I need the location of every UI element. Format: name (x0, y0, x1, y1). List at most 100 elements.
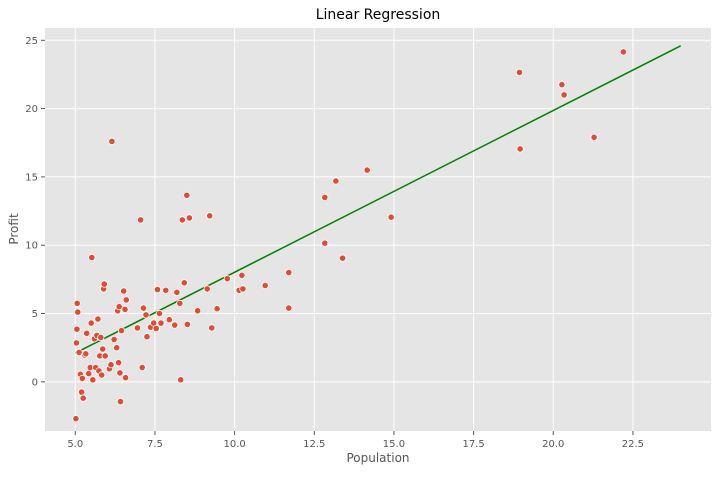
data-point (153, 285, 162, 294)
data-point (321, 193, 329, 201)
chart-title: Linear Regression (316, 7, 441, 23)
data-point (99, 345, 107, 353)
data-point (139, 304, 148, 312)
data-point (152, 324, 160, 333)
data-point (560, 91, 568, 99)
x-tick-label: 7.5 (147, 439, 163, 450)
data-point (75, 348, 83, 356)
data-point (194, 307, 202, 315)
data-point (515, 68, 524, 77)
data-point (100, 280, 108, 288)
y-tick-label: 25 (25, 36, 38, 47)
data-point (177, 376, 185, 384)
data-point (203, 285, 211, 293)
data-point (120, 287, 128, 295)
data-point (110, 335, 118, 344)
data-point (73, 325, 81, 333)
data-point (261, 281, 269, 290)
regression-line (74, 45, 682, 354)
data-point (238, 271, 246, 279)
y-tick-label: 10 (25, 241, 38, 252)
plot-area (45, 28, 711, 431)
data-point (619, 48, 628, 56)
data-point (206, 212, 214, 220)
data-point (239, 285, 247, 293)
data-point (516, 145, 524, 153)
data-point (176, 299, 184, 307)
data-point (72, 415, 80, 423)
data-point (115, 359, 123, 367)
data-point (142, 311, 150, 319)
data-point (73, 299, 81, 307)
data-point (171, 321, 179, 329)
data-point (321, 239, 329, 247)
data-point (183, 320, 191, 328)
data-point (332, 177, 340, 185)
data-point (285, 268, 293, 277)
x-tick-label: 5.0 (67, 439, 83, 450)
data-point (387, 213, 395, 221)
x-tick-label: 20.0 (542, 439, 564, 450)
data-point (115, 303, 123, 311)
scatter-points (72, 48, 628, 423)
data-point (558, 81, 566, 89)
x-tick-label: 22.5 (622, 439, 644, 450)
data-point (116, 397, 125, 406)
data-point (107, 361, 115, 369)
data-point (223, 275, 231, 283)
data-point (213, 305, 221, 313)
data-point (138, 363, 146, 372)
x-tick-label: 10.0 (223, 439, 245, 450)
y-tick-label: 0 (32, 377, 38, 388)
data-point (113, 344, 121, 352)
data-point (78, 388, 86, 396)
y-tick-label: 20 (25, 104, 38, 115)
data-point (87, 319, 95, 327)
data-point (143, 333, 151, 341)
y-axis-label: Profit (7, 213, 21, 245)
data-point (338, 254, 347, 262)
x-tick-labels: 5.0 7.5 10.0 12.5 15.0 17.5 20.0 22.5 (67, 431, 644, 450)
data-point (101, 352, 109, 360)
data-point (97, 333, 105, 341)
y-tick-labels: 0 5 10 15 20 25 (25, 36, 45, 388)
data-point (285, 304, 293, 312)
data-point (116, 369, 124, 377)
data-point (133, 324, 141, 332)
regression-line-layer (74, 45, 682, 354)
data-point (185, 214, 193, 222)
data-point (183, 191, 191, 199)
y-tick-label: 5 (32, 309, 38, 320)
data-point (85, 369, 93, 378)
data-point (82, 350, 90, 358)
y-tick-label: 15 (25, 172, 38, 183)
data-point (108, 137, 116, 145)
data-point (79, 394, 87, 402)
data-point (78, 374, 86, 382)
data-point (208, 324, 216, 332)
data-point (122, 296, 130, 304)
data-point (89, 376, 97, 384)
data-point (155, 309, 163, 318)
data-point (122, 374, 130, 382)
data-point (363, 166, 371, 174)
data-point (157, 319, 165, 327)
data-point (117, 326, 126, 335)
data-point (173, 288, 181, 296)
data-point (590, 133, 598, 141)
data-point (98, 371, 106, 379)
x-tick-label: 15.0 (383, 439, 405, 450)
data-point (165, 316, 173, 324)
x-tick-label: 12.5 (303, 439, 325, 450)
data-point (74, 308, 82, 316)
data-point (88, 253, 96, 262)
data-point (137, 216, 145, 224)
data-point (121, 305, 129, 313)
x-tick-label: 17.5 (462, 439, 484, 450)
data-point (83, 329, 91, 337)
data-point (72, 339, 81, 347)
data-point (180, 279, 188, 287)
data-point (162, 286, 170, 294)
